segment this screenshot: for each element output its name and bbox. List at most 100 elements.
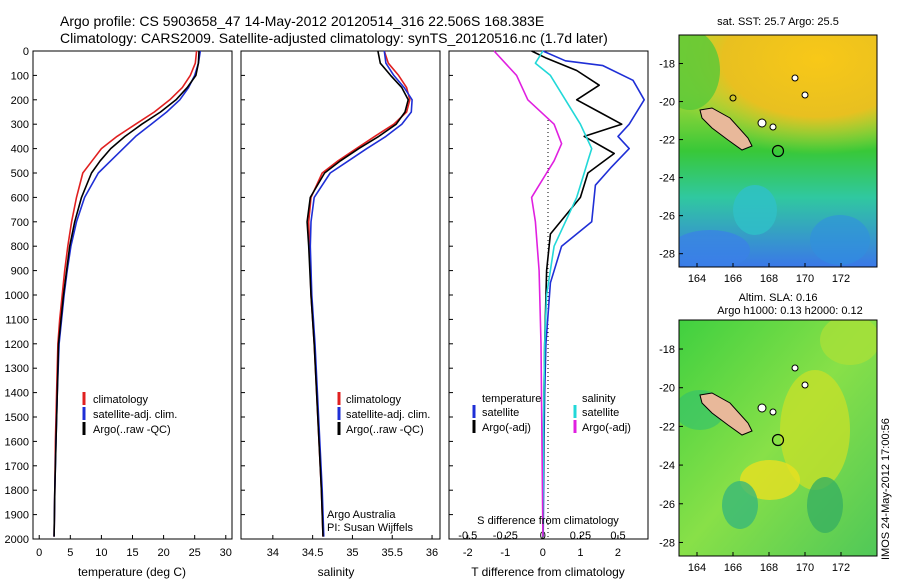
s-diff-tick-label: 0.25 xyxy=(570,530,591,542)
legend-salinity-title: salinity xyxy=(582,393,616,405)
series-climatology xyxy=(307,50,411,537)
depth-tick-label: 500 xyxy=(11,168,29,180)
depth-tick-label: 300 xyxy=(11,119,29,131)
salinity-series xyxy=(306,50,413,537)
s-diff-tick-label: -0.25 xyxy=(493,530,518,542)
depth-tick-label: 400 xyxy=(11,144,29,156)
lat-tick-label: -18 xyxy=(659,59,675,71)
x-tick-label: 34 xyxy=(267,547,279,559)
series-temperature-satellite xyxy=(542,50,646,537)
lon-tick-label: 170 xyxy=(796,273,814,285)
temperature-xlabel: temperature (deg C) xyxy=(78,565,186,579)
annotation-argo-australia: Argo Australia xyxy=(327,509,396,521)
x-tick-label: 35 xyxy=(346,547,358,559)
x-tick-label: -1 xyxy=(500,547,510,559)
header-line-1: Argo profile: CS 5903658_47 14-May-2012 … xyxy=(60,13,544,29)
s-diff-x-tick-labels: -0.5 -0.25 0 0.25 0.5 xyxy=(458,530,625,542)
x-tick-label: 0 xyxy=(36,547,42,559)
series-argo-raw-qc- xyxy=(306,50,410,537)
side-stamp: IMOS 24-May-2012 17:00:56 xyxy=(880,418,892,560)
sla-map-lat-ticks: -18 -20 -22 -24 -26 -28 xyxy=(659,344,683,549)
argo-location-marker xyxy=(771,144,785,158)
sst-map-title: sat. SST: 25.7 Argo: 25.5 xyxy=(717,16,839,28)
lat-tick-label: -22 xyxy=(659,421,675,433)
difference-axes xyxy=(448,50,649,540)
legend-argo: Argo(..raw -QC) xyxy=(346,424,424,436)
argo-location-marker xyxy=(771,433,785,447)
depth-tick-label: 1200 xyxy=(5,339,29,351)
depth-tick-label: 800 xyxy=(11,241,29,253)
series-argo-raw-qc- xyxy=(53,50,200,537)
depth-tick-label: 1100 xyxy=(5,314,29,326)
x-tick-label: 25 xyxy=(189,547,201,559)
x-tick-label: 0 xyxy=(540,547,546,559)
sst-map-lat-ticks: -18 -20 -22 -24 -26 -28 xyxy=(659,59,683,261)
x-tick-label: 10 xyxy=(95,547,107,559)
s-diff-tick-label: -0.5 xyxy=(458,530,477,542)
lon-tick-label: 166 xyxy=(724,562,742,574)
depth-tick-label: 1600 xyxy=(5,436,29,448)
series-climatology xyxy=(53,50,198,537)
depth-tick-label: 1900 xyxy=(5,510,29,522)
x-tick-label: -2 xyxy=(463,547,473,559)
legend-satellite: satellite-adj. clim. xyxy=(93,409,177,421)
sst-map-panel: sat. SST: 25.7 Argo: 25.5 164 166 168 170 17… xyxy=(659,16,878,285)
salinity-x-tick-labels: 34 34.5 35 35.5 36 xyxy=(267,535,438,559)
series-salinity-argo-adj- xyxy=(493,50,563,537)
legend-s-satellite: satellite xyxy=(582,407,619,419)
legend-climatology: climatology xyxy=(93,394,149,406)
depth-tick-label: 2000 xyxy=(5,534,29,546)
sst-map-field xyxy=(679,35,877,267)
x-tick-label: 20 xyxy=(157,547,169,559)
lat-tick-label: -24 xyxy=(659,173,675,185)
depth-tick-label: 1700 xyxy=(5,461,29,473)
lon-tick-label: 168 xyxy=(760,562,778,574)
temperature-panel: 0 100 200 300 400 500 600 700 800 900 1000 1100 1200… xyxy=(5,46,453,579)
legend-t-argo: Argo(-adj) xyxy=(482,422,531,434)
lat-tick-label: -20 xyxy=(659,383,675,395)
depth-tick-labels: 0 100 200 300 400 500 600 700 800 900 1000 1100 1200… xyxy=(5,46,453,546)
temperature-x-tick-labels: 0 5 10 15 20 25 30 xyxy=(36,535,232,559)
depth-tick-label: 600 xyxy=(11,192,29,204)
x-tick-label: 15 xyxy=(126,547,138,559)
sla-map-lon-ticks: 164 166 168 170 172 xyxy=(688,552,850,574)
sst-map-lon-ticks: 164 166 168 170 172 xyxy=(688,263,850,285)
depth-tick-label: 200 xyxy=(11,95,29,107)
sla-map-field xyxy=(679,320,877,556)
legend-argo: Argo(..raw -QC) xyxy=(93,424,171,436)
sla-map-title: Altim. SLA: 0.16 xyxy=(739,292,818,304)
salinity-axes xyxy=(240,50,441,540)
depth-tick-label: 1400 xyxy=(5,388,29,400)
depth-tick-label: 900 xyxy=(11,266,29,278)
sla-map-panel: Altim. SLA: 0.16 Argo h1000: 0.13 h2000:… xyxy=(659,292,878,574)
depth-tick-label: 1000 xyxy=(5,290,29,302)
lon-tick-label: 172 xyxy=(832,273,850,285)
legend-s-argo: Argo(-adj) xyxy=(582,422,631,434)
x-tick-label: 36 xyxy=(426,547,438,559)
s-diff-xlabel: S difference from climatology xyxy=(477,515,619,527)
lat-tick-label: -28 xyxy=(659,537,675,549)
lat-tick-label: -22 xyxy=(659,135,675,147)
depth-tick-label: 700 xyxy=(11,217,29,229)
difference-legend-temperature: temperature satellite Argo(-adj) xyxy=(472,393,541,434)
lat-tick-label: -24 xyxy=(659,460,675,472)
lat-tick-label: -26 xyxy=(659,211,675,223)
sla-map-subtitle: Argo h1000: 0.13 h2000: 0.12 xyxy=(717,305,863,317)
difference-legend-salinity: salinity satellite Argo(-adj) xyxy=(573,393,631,434)
series-temperature-argo-adj- xyxy=(531,50,623,537)
x-tick-label: 35.5 xyxy=(382,547,403,559)
lon-tick-label: 164 xyxy=(688,273,706,285)
new-caledonia-island xyxy=(699,107,753,151)
temperature-series xyxy=(53,50,202,537)
salinity-legend: climatology satellite-adj. clim. Argo(..… xyxy=(337,392,430,436)
legend-t-satellite: satellite xyxy=(482,407,519,419)
lon-tick-label: 166 xyxy=(724,273,742,285)
lon-tick-label: 168 xyxy=(760,273,778,285)
depth-tick-label: 100 xyxy=(11,70,29,82)
temperature-legend: climatology satellite-adj. clim. Argo(..… xyxy=(82,392,177,436)
t-diff-x-tick-labels: -2 -1 0 1 2 xyxy=(463,535,621,559)
depth-tick-label: 1500 xyxy=(5,412,29,424)
t-diff-xlabel: T difference from climatology xyxy=(471,565,625,579)
series-salinity-satellite xyxy=(534,50,593,537)
